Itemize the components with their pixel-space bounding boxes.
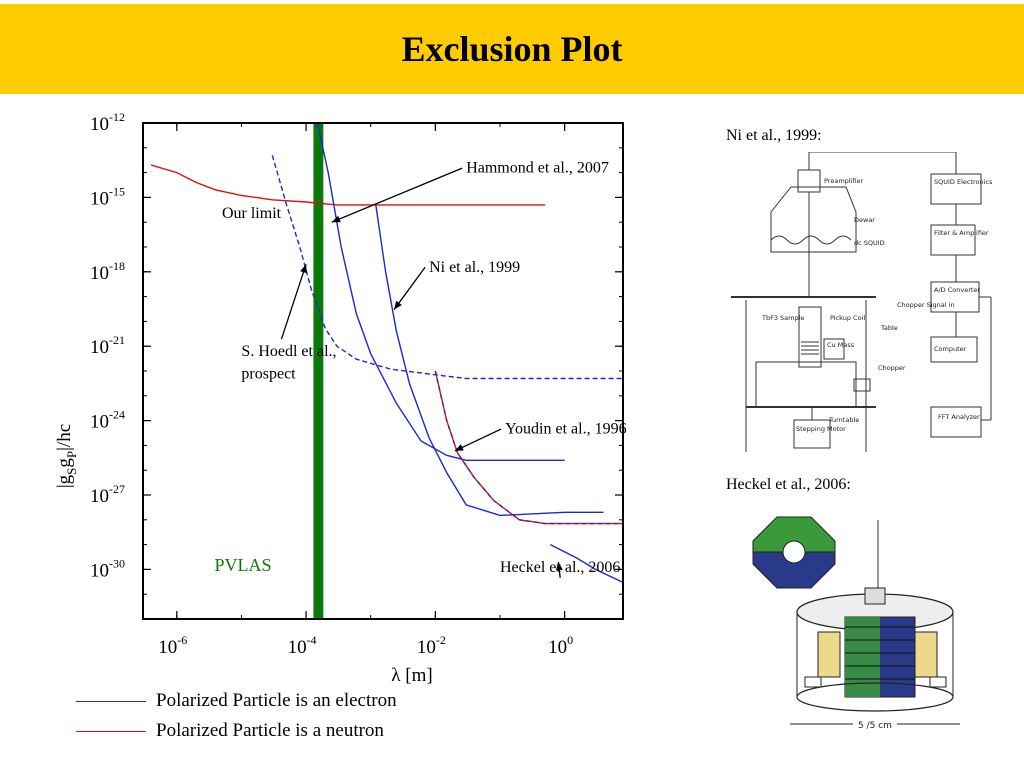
ni-label: A/D Converter (934, 286, 980, 294)
ni-label: Computer (934, 345, 967, 353)
hoedl-arrow (280, 264, 307, 340)
ni-label: Cu Mass (827, 341, 855, 349)
annotation-arrow-5 (454, 428, 502, 452)
legend-swatch-electron (76, 701, 146, 702)
ni-label: dc SQUID (854, 239, 885, 247)
preamp-box (797, 169, 821, 193)
pendulum-apparatus (796, 587, 954, 712)
ni-label: Chopper Signal in (897, 301, 955, 309)
hoedl-arrowhead (300, 264, 307, 274)
y-tick-label: 10-12 (90, 110, 125, 135)
scale-label: 5 /5 cm (858, 721, 892, 731)
ni-label: FFT Analyzer (938, 413, 980, 421)
pvlas-band (313, 123, 324, 619)
y-tick-label: 10-18 (90, 259, 125, 284)
ni-apparatus-diagram: Preamplifier SQUID Electronics Dewar dc … (731, 152, 993, 452)
y-tick-label: 10-27 (90, 482, 125, 507)
series-line-0 (150, 164, 546, 206)
ni-label: Pickup Coil (830, 314, 865, 322)
annotation-label-5: Youdin et al., 1996 (505, 421, 627, 438)
y-axis-label: |gSgP|/hc (54, 424, 79, 488)
annotation-label-2: Ni et al., 1999 (429, 259, 520, 276)
ni-label: Filter & Amplifier (934, 229, 989, 237)
annotation-label-1: Our limit (222, 205, 282, 222)
x-tick-label: 10-4 (288, 633, 317, 658)
x-tick-label: 100 (548, 633, 573, 658)
computer-box (930, 336, 978, 363)
x-tick-label: 10-6 (158, 633, 187, 658)
ni-label: Chopper (878, 364, 906, 372)
y-tick-label: 10-30 (90, 556, 125, 581)
annotation-arrow-2 (393, 266, 426, 310)
exclusion-chart: 10-6 10-4 10-2 100 10-12 10-15 10-18 10-21 10-24… (54, 110, 627, 686)
fft-analyzer-box (930, 406, 982, 438)
series-line-3 (375, 204, 604, 517)
annotation-arrowhead-2 (394, 300, 402, 310)
heckel-apparatus-diagram: 5 /5 cm (752, 516, 960, 731)
dewar (770, 186, 857, 253)
ni-label: Turntable (828, 416, 859, 424)
ni-label: Dewar (854, 216, 875, 224)
ni-label: SQUID Electronics (934, 178, 993, 186)
ni-label: Stepping Motor (796, 425, 846, 433)
ni-label: Preamplifier (824, 177, 863, 185)
annotation-arrowhead-0 (331, 215, 341, 223)
legend-label-neutron: Polarized Particle is a neutron (156, 720, 384, 741)
heckel-caption: Heckel et al., 2006: (726, 476, 851, 493)
series-line-1 (271, 155, 623, 380)
x-axis-label: λ [m] (391, 665, 432, 686)
series-overlay-4 (434, 370, 623, 525)
ni-caption: Ni et al., 1999: (726, 127, 822, 144)
y-tick-label: 10-21 (90, 333, 125, 358)
y-tick-label: 10-24 (90, 408, 125, 433)
legend-label-electron: Polarized Particle is an electron (156, 690, 397, 711)
title-bar: Exclusion Plot (0, 4, 1024, 94)
annotation-label-0: Hammond et al., 2007 (466, 160, 609, 177)
x-tick-label: 10-2 (417, 633, 446, 658)
annotation-arrowhead-6 (555, 561, 563, 571)
ni-label: TbF3 Sample (761, 314, 804, 322)
legend-swatch-neutron (76, 731, 146, 732)
annotation-arrow-0 (331, 167, 463, 223)
series-line-5 (549, 543, 623, 584)
annotation-label-3: S. Hoedl et al., (241, 343, 336, 360)
filter-box (930, 224, 976, 256)
y-tick-label: 10-15 (90, 184, 125, 209)
annotation-arrowhead-5 (454, 444, 464, 451)
ni-label: Table (880, 324, 898, 332)
slide-title: Exclusion Plot (401, 29, 623, 69)
pvlas-label: PVLAS (214, 555, 271, 575)
annotation-label-4: prospect (241, 365, 296, 382)
octagon-icon (752, 516, 836, 589)
series-line-2 (316, 123, 565, 461)
